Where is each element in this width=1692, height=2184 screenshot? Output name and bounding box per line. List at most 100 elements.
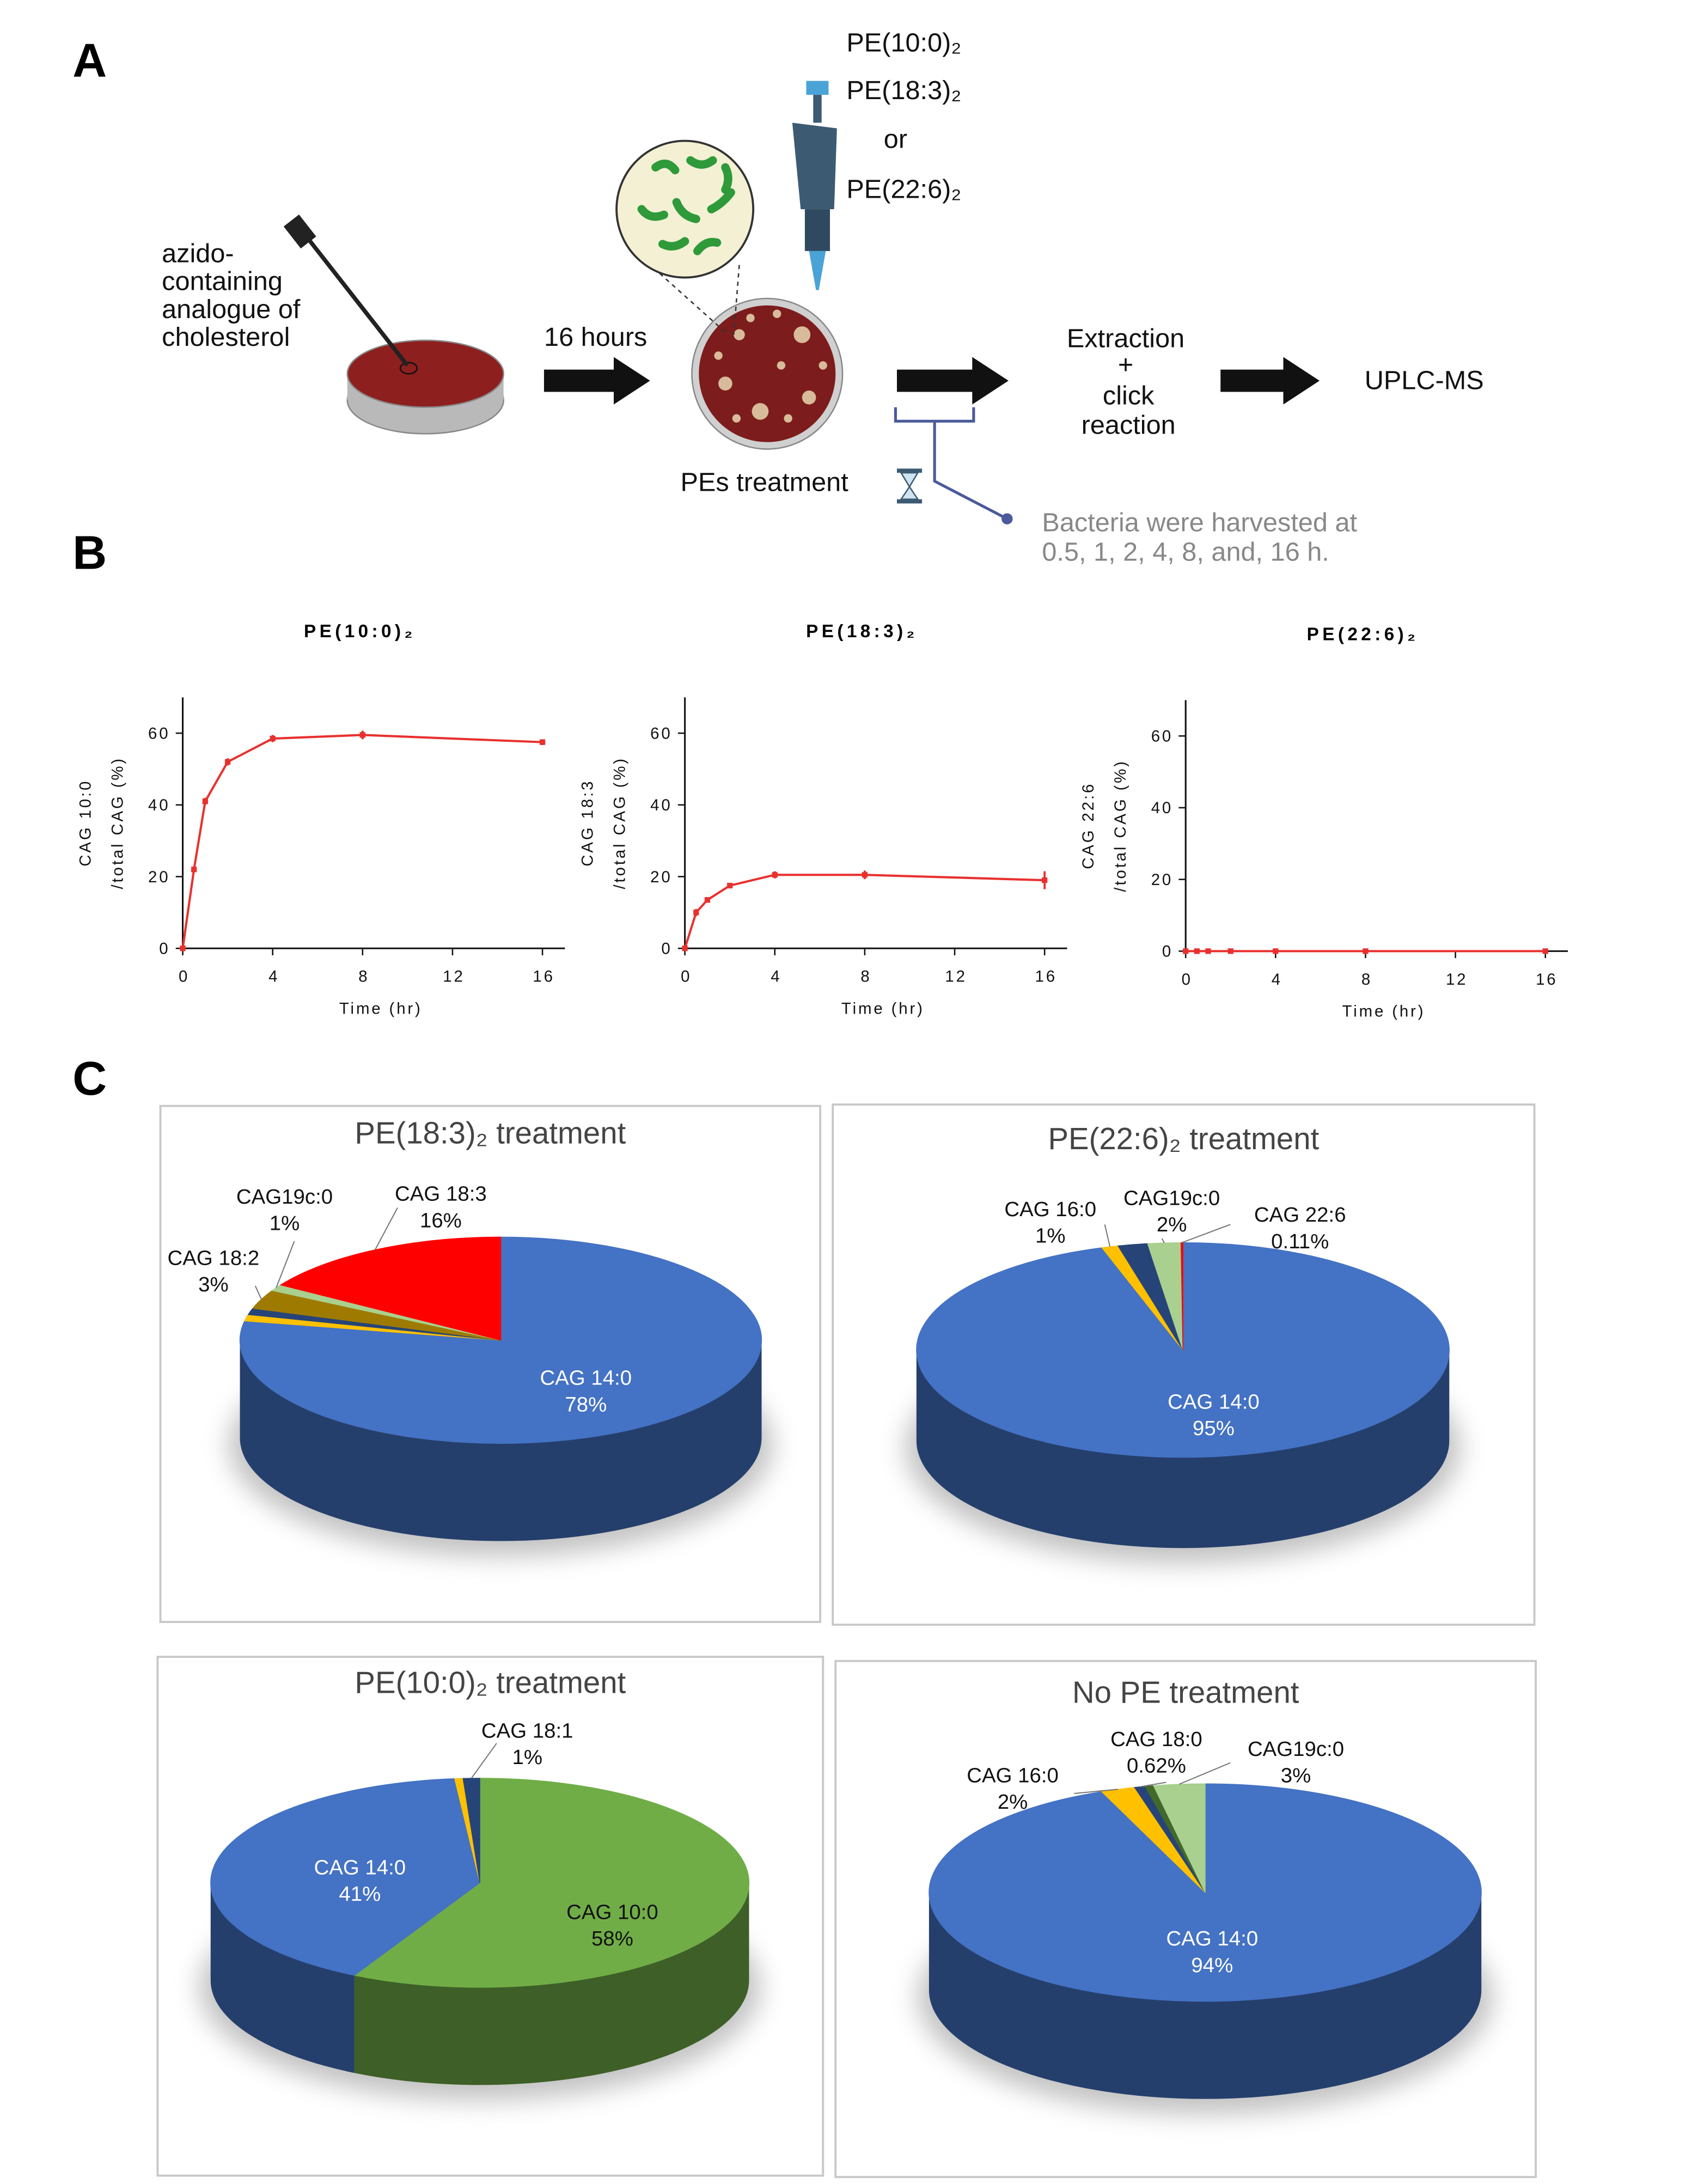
chart-title: PE(10:0)₂: [304, 621, 416, 642]
slice-label: CAG19c:0: [1123, 1186, 1220, 1210]
y-axis-label: CAG 22:6: [1079, 782, 1097, 869]
data-point: [1205, 948, 1211, 954]
chart-title: PE(22:6)₂: [1307, 624, 1419, 644]
data-point: [1227, 948, 1233, 954]
x-tick-label: 8: [1361, 971, 1372, 989]
processing-text: +: [1118, 350, 1133, 380]
data-point: [270, 735, 276, 742]
leader-line: [1178, 1762, 1231, 1785]
data-point: [862, 872, 868, 878]
leader-line: [1182, 1224, 1231, 1243]
incubation-text: 16 hours: [544, 322, 647, 352]
treatment-label: PEs treatment: [681, 467, 849, 497]
x-tick-label: 16: [533, 968, 554, 986]
slice-label: CAG 10:0: [566, 1900, 658, 1924]
pie-side: [929, 1892, 1482, 2099]
arrow: [1220, 357, 1320, 405]
data-point: [693, 910, 699, 916]
pie-side: [240, 1340, 762, 1541]
slice-label: CAG 14:0: [1168, 1390, 1260, 1413]
leader-line: [1139, 1782, 1166, 1788]
leader-line: [1161, 1238, 1165, 1243]
slice-value: 3%: [198, 1273, 229, 1296]
slice-label: CAG 16:0: [1004, 1198, 1096, 1221]
chart-title: PE(10:0)₂ treatment: [355, 1666, 626, 1700]
slice-value: 95%: [1193, 1417, 1235, 1440]
treatment-text: PE(22:6)₂: [846, 175, 961, 204]
bacteria: [637, 156, 735, 255]
slice-label: CAG 14:0: [314, 1856, 406, 1880]
y-axis-label: CAG 10:0: [76, 779, 94, 867]
y-tick-label: 0: [1162, 943, 1173, 961]
data-point: [772, 872, 778, 878]
data-point: [180, 945, 186, 951]
y-tick-label: 60: [650, 724, 672, 742]
y-tick-label: 40: [148, 796, 170, 814]
x-tick-label: 12: [443, 968, 465, 986]
chart-title: PE(18:3)₂: [806, 621, 918, 642]
x-tick-label: 0: [179, 968, 190, 986]
x-tick-label: 12: [1446, 971, 1468, 989]
y-tick-label: 0: [661, 940, 672, 957]
charts: PE(10:0)₂ CAG 10:0/total CAG (%) Time (hr)…: [76, 621, 1568, 2179]
data-point: [1183, 948, 1189, 954]
arrow: [543, 357, 650, 405]
y-tick-label: 20: [650, 868, 672, 886]
slice-value: 94%: [1191, 1954, 1233, 1977]
slice-value: 1%: [270, 1212, 300, 1235]
data-point: [191, 867, 197, 873]
data-point: [704, 897, 711, 903]
treatment-text: or: [884, 124, 907, 154]
slice-value: 41%: [339, 1882, 381, 1906]
dish-agar: [699, 305, 836, 442]
slice-label: CAG19c:0: [236, 1185, 333, 1209]
slice-label: CAG19c:0: [1248, 1737, 1344, 1761]
data-point: [1363, 948, 1369, 954]
data-point: [539, 739, 546, 745]
chart-title: PE(18:3)₂ treatment: [355, 1116, 626, 1150]
slice-value: 0.11%: [1271, 1230, 1329, 1253]
x-tick-label: 16: [1536, 971, 1557, 989]
x-axis-label: Time (hr): [841, 1000, 925, 1018]
leader-line: [276, 1241, 295, 1288]
x-tick-label: 4: [1272, 971, 1282, 989]
y-tick-label: 20: [1151, 871, 1173, 889]
y-axis-label: /total CAG (%): [611, 757, 629, 889]
arrow: [896, 357, 1009, 405]
data-point: [1273, 948, 1279, 954]
y-tick-label: 40: [650, 796, 672, 814]
data-point: [682, 945, 688, 951]
slice-value: 0.62%: [1127, 1754, 1186, 1778]
substrate-text: cholesterol: [162, 322, 290, 352]
substrate-text: containing: [162, 267, 283, 296]
pie-slice: [279, 1236, 502, 1341]
y-axis-label: /total CAG (%): [108, 757, 126, 889]
processing-text: click: [1103, 381, 1155, 411]
slice-value: 1%: [512, 1746, 542, 1769]
inoculation-spot: [399, 362, 418, 375]
x-tick-label: 8: [358, 968, 369, 986]
slice-value: 58%: [591, 1927, 633, 1950]
x-tick-label: 0: [681, 968, 692, 986]
slice-label: CAG 18:3: [395, 1182, 487, 1206]
y-tick-label: 60: [1151, 728, 1173, 746]
slice-value: 78%: [565, 1393, 607, 1416]
data-point: [727, 882, 733, 889]
slice-value: 2%: [1157, 1213, 1187, 1236]
leader-line: [254, 1285, 262, 1300]
data-point: [359, 732, 365, 738]
note-text: Bacteria were harvested at: [1042, 508, 1357, 538]
substrate-text: azido-: [162, 239, 234, 268]
colonies: [714, 309, 827, 423]
pie-side: [916, 1350, 1450, 1548]
pie-slice: [462, 1778, 480, 1883]
x-axis-label: Time (hr): [339, 1000, 423, 1018]
x-tick-label: 16: [1035, 968, 1057, 986]
x-tick-label: 4: [771, 968, 781, 986]
data-point: [1042, 877, 1048, 883]
workflow-diagram: azido- containing analogue of cholestero…: [162, 28, 1484, 567]
pie-slice: [239, 1236, 762, 1444]
x-axis-label: Time (hr): [1342, 1003, 1425, 1021]
treatment-text: PE(10:0)₂: [846, 28, 961, 58]
data-point: [202, 798, 208, 804]
